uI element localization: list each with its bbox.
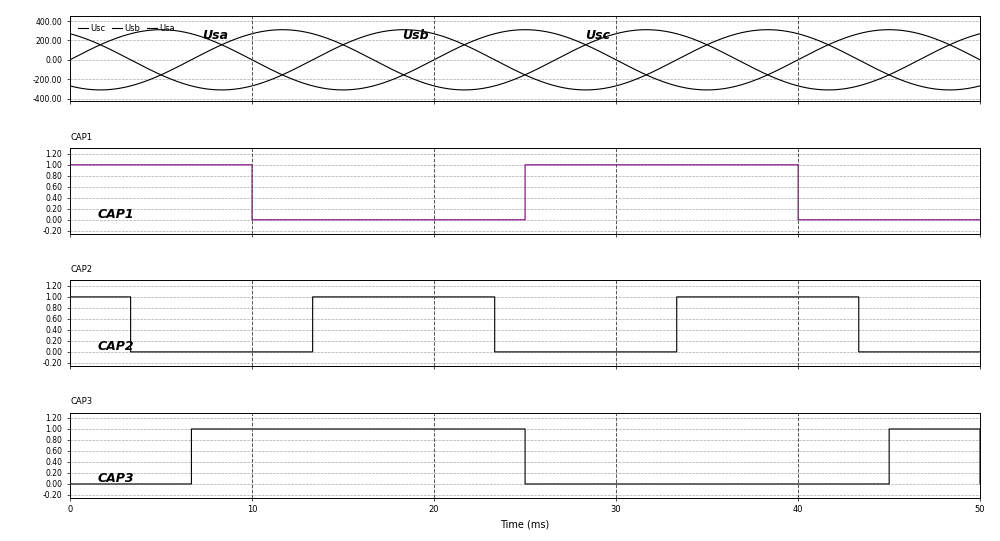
Text: Usb: Usb bbox=[402, 29, 429, 42]
Text: Usa: Usa bbox=[203, 29, 229, 42]
Legend: Usc, Usb, Usa: Usc, Usb, Usa bbox=[74, 21, 178, 36]
Text: CAP2: CAP2 bbox=[71, 265, 93, 274]
Text: CAP2: CAP2 bbox=[97, 340, 134, 353]
Text: CAP1: CAP1 bbox=[97, 208, 134, 221]
Text: CAP3: CAP3 bbox=[97, 472, 134, 485]
Text: CAP3: CAP3 bbox=[71, 397, 93, 406]
X-axis label: Time (ms): Time (ms) bbox=[500, 520, 550, 530]
Text: CAP1: CAP1 bbox=[71, 133, 93, 142]
Text: Usc: Usc bbox=[585, 29, 610, 42]
